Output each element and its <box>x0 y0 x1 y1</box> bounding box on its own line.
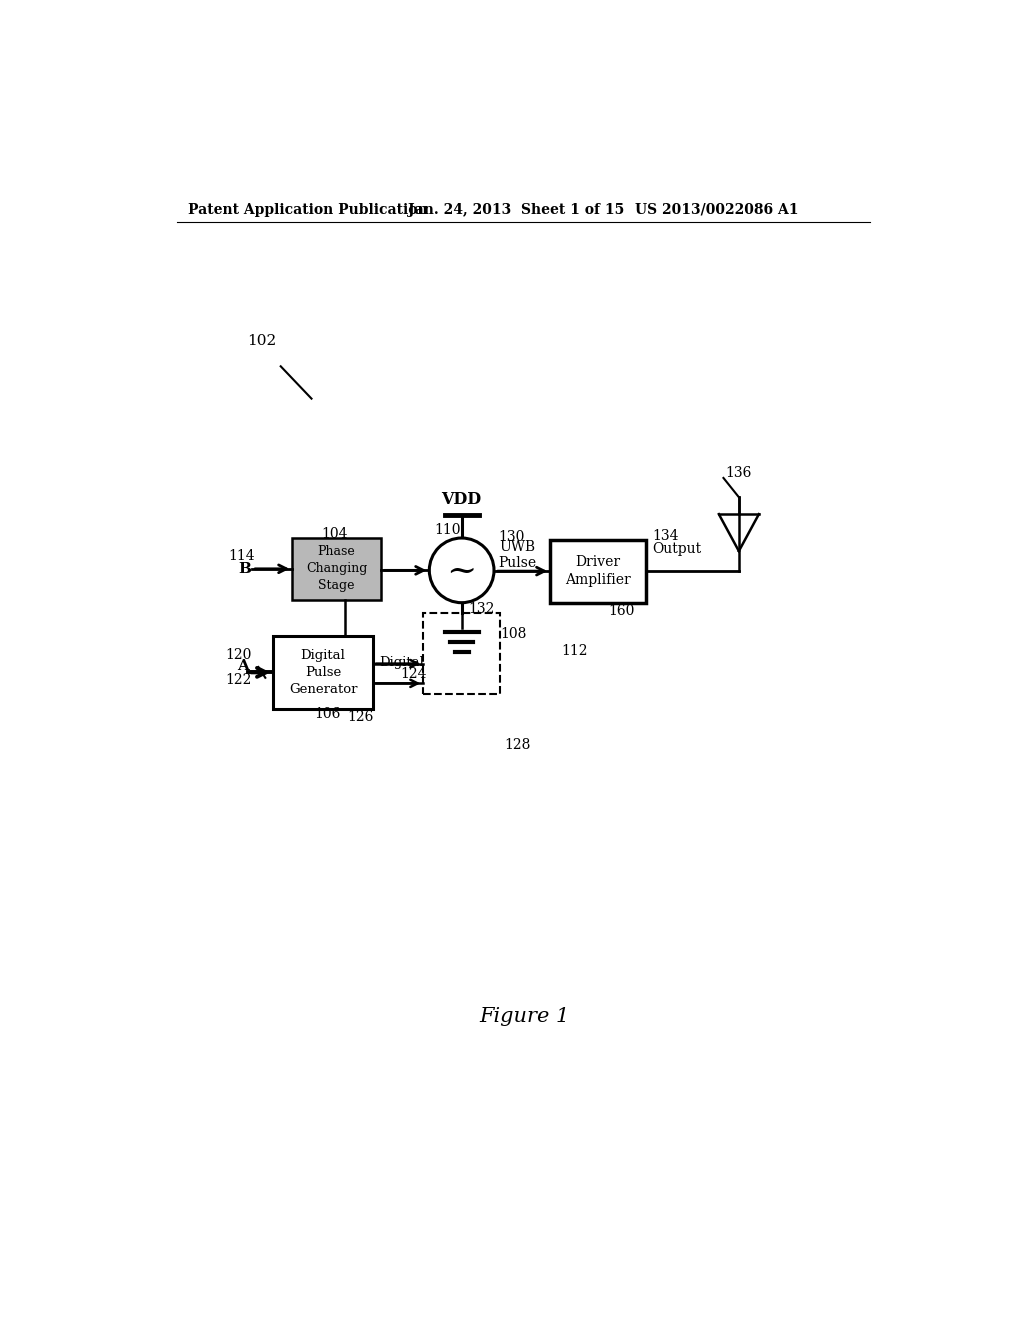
Text: Driver
Amplifier: Driver Amplifier <box>565 554 631 587</box>
Text: 130: 130 <box>498 531 524 544</box>
Text: US 2013/0022086 A1: US 2013/0022086 A1 <box>635 203 799 216</box>
Text: A: A <box>237 659 249 673</box>
Text: Figure 1: Figure 1 <box>479 1007 570 1027</box>
Text: 106: 106 <box>313 708 340 721</box>
Text: Digital
Pulse
Generator: Digital Pulse Generator <box>289 649 357 696</box>
Text: 102: 102 <box>248 334 276 348</box>
Text: B: B <box>239 562 251 576</box>
Text: 110: 110 <box>435 523 461 537</box>
Text: 114: 114 <box>228 549 255 564</box>
Text: UWB
Pulse: UWB Pulse <box>498 540 536 570</box>
Bar <box>273 636 373 709</box>
Text: 104: 104 <box>322 527 348 541</box>
Text: 134: 134 <box>652 529 678 543</box>
Text: Jan. 24, 2013  Sheet 1 of 15: Jan. 24, 2013 Sheet 1 of 15 <box>408 203 624 216</box>
Text: Phase
Changing
Stage: Phase Changing Stage <box>306 545 368 593</box>
Text: 108: 108 <box>500 627 526 642</box>
Circle shape <box>429 539 494 603</box>
Text: 136: 136 <box>725 466 752 479</box>
Bar <box>550 540 646 603</box>
Text: 112: 112 <box>562 644 588 659</box>
Text: 122: 122 <box>225 673 252 688</box>
Text: VDD: VDD <box>441 491 481 508</box>
Text: 160: 160 <box>608 605 634 618</box>
Text: 120: 120 <box>225 648 252 663</box>
Text: ~: ~ <box>446 553 477 587</box>
Text: 128: 128 <box>505 738 531 752</box>
Text: 132: 132 <box>468 602 495 616</box>
Bar <box>423 612 500 693</box>
Text: 124: 124 <box>400 668 427 681</box>
Text: Output: Output <box>652 541 701 556</box>
Bar <box>292 539 381 599</box>
Text: 126: 126 <box>348 710 374 725</box>
Text: Digital: Digital <box>379 656 424 668</box>
Text: Patent Application Publication: Patent Application Publication <box>188 203 428 216</box>
